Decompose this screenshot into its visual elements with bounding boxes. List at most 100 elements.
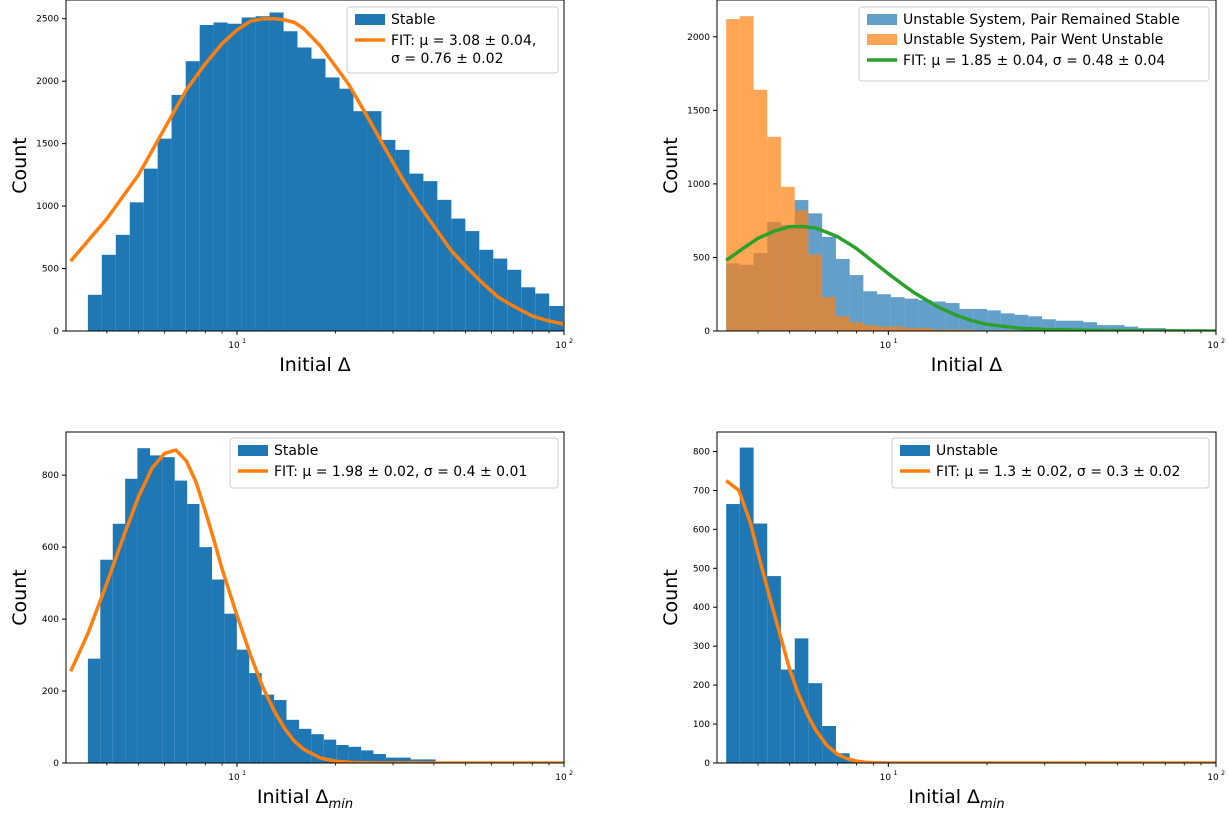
y-tick-label: 1000 [36, 202, 59, 212]
legend-swatch [867, 14, 897, 25]
bar [739, 16, 754, 331]
bar [255, 16, 270, 331]
bar [507, 269, 522, 331]
bar [325, 77, 340, 331]
x-tick-label: 10 [555, 341, 567, 351]
bar [199, 24, 214, 331]
legend-frame [858, 6, 1210, 82]
bar [224, 613, 237, 763]
bar [125, 478, 138, 763]
bar [236, 649, 250, 763]
legend-fit-label: FIT: μ = 3.08 ± 0.04, [391, 33, 536, 49]
bar [311, 58, 326, 331]
bar-series-2 [726, 16, 1015, 331]
bar [835, 258, 850, 331]
bar [174, 480, 188, 763]
bar [185, 61, 200, 331]
x-axis-label: Initial Δmin [908, 786, 1004, 812]
y-tick-label: 300 [693, 642, 710, 652]
bar [269, 12, 284, 331]
y-tick-label: 0 [704, 327, 710, 337]
legend-entry-label: Unstable System, Pair Remained Stable [903, 12, 1180, 28]
y-axis-label: Count [9, 569, 31, 625]
bar [904, 328, 919, 331]
bar [199, 547, 213, 763]
bar-series-1 [726, 447, 878, 763]
bar [959, 329, 974, 331]
legend-entry-label: Stable [391, 12, 435, 28]
y-tick-label: 1000 [687, 180, 710, 190]
bar [849, 322, 864, 331]
bar [381, 139, 396, 331]
bar-series-1 [87, 12, 564, 331]
y-tick-label: 200 [693, 681, 710, 691]
x-tick-label: 10 [228, 341, 240, 351]
bar [212, 579, 225, 763]
bar [918, 328, 933, 331]
bar [323, 739, 337, 763]
bar [213, 22, 228, 331]
legend-frame [891, 437, 1210, 489]
bar [794, 210, 809, 331]
bar [493, 258, 508, 331]
legend: Stable FIT: μ = 1.98 ± 0.02, σ = 0.4 ± 0.… [229, 437, 559, 489]
plot-area [69, 448, 564, 763]
x-tick-label: 10 [880, 341, 892, 351]
bar [409, 173, 424, 331]
legend: Unstable FIT: μ = 1.3 ± 0.02, σ = 0.3 ± 0… [891, 437, 1210, 489]
bar [767, 136, 781, 331]
bar [1124, 326, 1139, 331]
y-tick-label: 1500 [687, 106, 710, 116]
bar [297, 47, 312, 331]
bar [283, 31, 298, 331]
bar [808, 254, 823, 331]
x-tick-exponent: 1 [242, 769, 246, 777]
x-tick-exponent: 1 [242, 337, 246, 345]
bar [1097, 325, 1111, 331]
y-tick-label: 500 [693, 564, 710, 574]
y-tick-label: 200 [42, 687, 59, 697]
bar [945, 329, 960, 331]
legend-fit-label: FIT: μ = 1.98 ± 0.02, σ = 0.4 ± 0.01 [274, 464, 527, 480]
x-axis-label: Initial Δ [931, 354, 1003, 376]
bar [945, 303, 960, 331]
axes-frame [716, 0, 1217, 332]
y-tick-label: 2500 [36, 15, 59, 25]
y-tick-label: 500 [693, 253, 710, 263]
legend-entry-label: Unstable System, Pair Went Unstable [903, 32, 1163, 48]
axes-frame [716, 431, 1217, 764]
bar [150, 455, 163, 763]
bar [87, 294, 102, 331]
bar [385, 757, 399, 763]
bar [227, 23, 242, 331]
bar [87, 658, 101, 763]
bar [437, 199, 452, 331]
y-tick-label: 700 [693, 486, 710, 496]
legend-frame [346, 6, 559, 74]
bar [398, 757, 411, 763]
bar [353, 111, 368, 331]
bar [465, 231, 480, 331]
bar [423, 181, 438, 331]
y-tick-label: 0 [53, 327, 59, 337]
x-tick-label: 10 [1207, 773, 1219, 783]
x-tick-label: 10 [880, 773, 892, 783]
x-minor-ticks [106, 763, 550, 766]
y-tick-label: 800 [42, 471, 59, 481]
y-tick-label: 800 [693, 447, 710, 457]
x-axis-label-subscript: min [329, 797, 354, 812]
bar [932, 329, 946, 331]
bar [549, 306, 564, 331]
bar [423, 759, 436, 763]
bar [187, 503, 200, 763]
y-tick-label: 400 [42, 615, 59, 625]
bar [767, 576, 781, 763]
legend-fit-label: FIT: μ = 1.3 ± 0.02, σ = 0.3 ± 0.02 [936, 464, 1180, 480]
bar [249, 673, 262, 763]
axes-frame [65, 431, 565, 764]
legend-swatch [355, 14, 385, 25]
y-tick-label: 600 [42, 543, 59, 553]
x-minor-ticks [106, 331, 550, 334]
